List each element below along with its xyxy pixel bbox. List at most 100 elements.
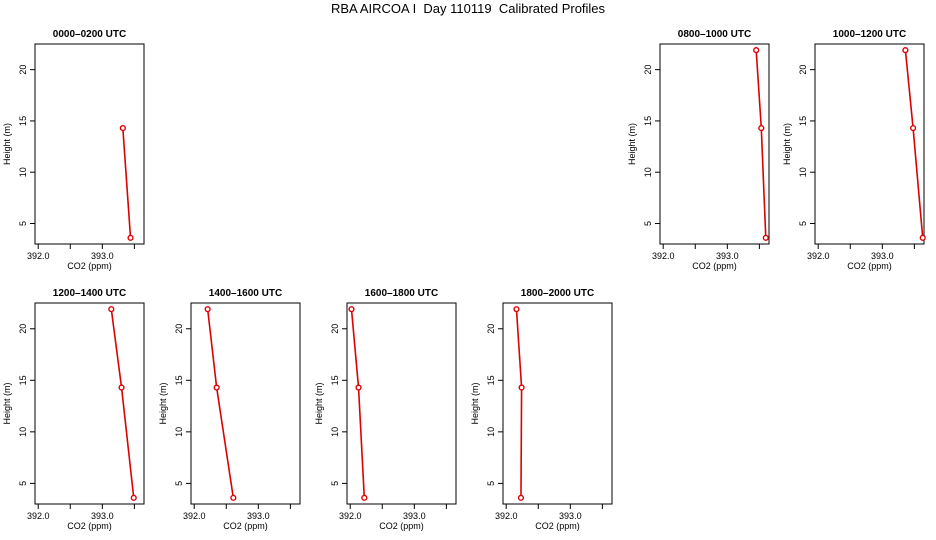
x-axis-label: CO2 (ppm)	[223, 521, 268, 531]
y-axis-label: Height (m)	[314, 382, 324, 424]
data-point	[518, 384, 525, 391]
y-tick-label: 15	[486, 375, 496, 385]
y-tick-label: 20	[486, 324, 496, 334]
plot-frame	[659, 43, 770, 245]
y-tick-label: 10	[486, 427, 496, 437]
plot-frame	[190, 302, 301, 505]
x-tick-label: 392.0	[27, 511, 50, 521]
y-axis-label: Height (m)	[2, 123, 12, 165]
x-tick-label: 393.0	[403, 511, 426, 521]
y-tick-label: 5	[643, 221, 653, 226]
x-tick-label: 393.0	[91, 251, 114, 261]
panel-title: 0000–0200 UTC	[53, 29, 126, 40]
x-axis-label: CO2 (ppm)	[67, 261, 112, 271]
profile-segment	[760, 128, 767, 238]
x-tick-label: 392.0	[495, 511, 518, 521]
y-tick-label: 10	[18, 167, 28, 177]
plot-frame	[502, 302, 613, 505]
y-axis-label: Height (m)	[470, 382, 480, 424]
x-tick-label: 393.0	[871, 251, 894, 261]
y-tick-label: 5	[798, 221, 808, 226]
panel-title: 0800–1000 UTC	[678, 29, 751, 40]
x-tick-label: 392.0	[652, 251, 675, 261]
data-point	[513, 306, 520, 313]
data-point	[919, 234, 926, 241]
data-point	[118, 384, 125, 391]
data-point	[119, 125, 126, 132]
y-tick-label: 10	[643, 167, 653, 177]
y-tick-label: 20	[174, 324, 184, 334]
page-title: RBA AIRCOA I Day 110119 Calibrated Profi…	[330, 1, 606, 16]
data-point	[753, 47, 760, 54]
panel-title: 1400–1600 UTC	[209, 288, 282, 299]
profile-segment	[350, 309, 360, 388]
y-tick-label: 15	[18, 116, 28, 126]
y-tick-label: 20	[18, 65, 28, 75]
panel-title: 1200–1400 UTC	[53, 288, 126, 299]
data-point	[361, 494, 368, 501]
plot-frame	[34, 43, 145, 245]
data-point	[348, 306, 355, 313]
profile-segment	[904, 50, 914, 129]
y-axis-label: Height (m)	[782, 123, 792, 165]
profile-segment	[515, 309, 523, 388]
y-tick-label: 10	[798, 167, 808, 177]
profile-segment	[110, 309, 123, 388]
y-tick-label: 15	[330, 375, 340, 385]
data-point	[213, 384, 220, 391]
data-point	[230, 494, 237, 501]
profile-segment	[357, 387, 366, 498]
y-tick-label: 10	[174, 427, 184, 437]
y-tick-label: 5	[330, 481, 340, 486]
data-point	[758, 125, 765, 132]
x-axis-label: CO2 (ppm)	[379, 521, 424, 531]
data-point	[762, 234, 769, 241]
x-tick-label: 392.0	[339, 511, 362, 521]
y-tick-label: 10	[18, 427, 28, 437]
y-tick-label: 5	[486, 481, 496, 486]
data-point	[108, 306, 115, 313]
y-axis-label: Height (m)	[2, 382, 12, 424]
y-tick-label: 10	[330, 427, 340, 437]
y-tick-label: 15	[798, 116, 808, 126]
profile-segment	[122, 128, 132, 238]
y-tick-label: 5	[174, 481, 184, 486]
y-tick-label: 20	[798, 65, 808, 75]
x-tick-label: 393.0	[559, 511, 582, 521]
y-tick-label: 15	[174, 375, 184, 385]
x-tick-label: 393.0	[91, 511, 114, 521]
y-tick-label: 15	[643, 116, 653, 126]
x-axis-label: CO2 (ppm)	[847, 261, 892, 271]
profile-segment	[912, 128, 924, 238]
y-tick-label: 15	[18, 375, 28, 385]
plot-frame	[346, 302, 457, 505]
data-point	[517, 494, 525, 501]
data-point	[127, 234, 134, 241]
x-tick-label: 393.0	[247, 511, 270, 521]
x-tick-label: 392.0	[807, 251, 830, 261]
profile-segment	[215, 387, 235, 498]
panel-title: 1000–1200 UTC	[833, 29, 906, 40]
profile-segment	[120, 387, 135, 498]
data-point	[130, 494, 137, 501]
y-tick-label: 5	[18, 481, 28, 486]
panel-title: 1600–1800 UTC	[365, 288, 438, 299]
profile-segment	[520, 387, 523, 498]
x-axis-label: CO2 (ppm)	[67, 521, 112, 531]
profile-segment	[755, 50, 763, 129]
data-point	[909, 125, 917, 132]
y-axis-label: Height (m)	[627, 123, 637, 165]
x-tick-label: 392.0	[183, 511, 206, 521]
y-tick-label: 5	[18, 221, 28, 226]
plot-frame	[34, 302, 145, 505]
y-axis-label: Height (m)	[158, 382, 168, 424]
y-tick-label: 20	[330, 324, 340, 334]
plot-frame	[814, 43, 925, 245]
y-tick-label: 20	[643, 65, 653, 75]
